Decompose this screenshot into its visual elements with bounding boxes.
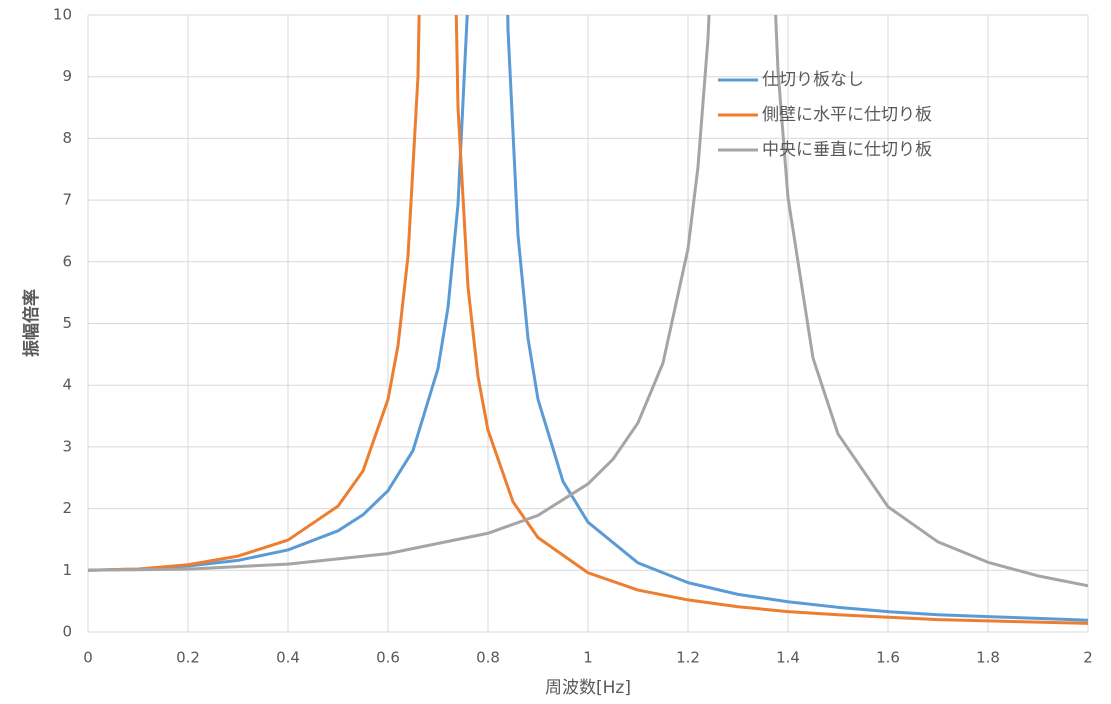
y-tick-label: 7: [62, 191, 72, 209]
y-tick-label: 3: [62, 437, 72, 455]
line-series: [88, 15, 1088, 622]
legend-label: 仕切り板なし: [762, 70, 864, 90]
line-series: [88, 15, 1088, 625]
y-tick-label: 2: [62, 499, 72, 517]
x-tick-label: 0.6: [376, 649, 400, 667]
plot-area: [88, 15, 1088, 625]
x-tick-label: 1.6: [876, 649, 900, 667]
y-tick-label: 4: [62, 376, 72, 394]
y-tick-label: 8: [62, 129, 72, 147]
x-axis-title: 周波数[Hz]: [545, 678, 631, 698]
x-tick-label: 0: [83, 649, 93, 667]
x-tick-label: 0.2: [176, 649, 200, 667]
legend-label: 中央に垂直に仕切り板: [762, 140, 932, 160]
y-axis-title: 振幅倍率: [21, 289, 42, 357]
y-tick-label: 0: [62, 623, 72, 641]
y-tick-label: 5: [62, 314, 72, 332]
y-tick-label: 10: [53, 6, 72, 24]
x-tick-label: 0.4: [276, 649, 300, 667]
x-tick-label: 2: [1083, 649, 1093, 667]
legend-label: 側壁に水平に仕切り板: [762, 105, 932, 125]
x-tick-label: 1: [583, 649, 593, 667]
x-tick-label: 1.2: [676, 649, 700, 667]
line-series: [88, 15, 1088, 588]
y-tick-label: 9: [62, 67, 72, 85]
y-tick-label: 1: [62, 561, 72, 579]
x-tick-label: 1.8: [976, 649, 1000, 667]
x-tick-label: 0.8: [476, 649, 500, 667]
x-tick-label: 1.4: [776, 649, 800, 667]
y-tick-label: 6: [62, 252, 72, 270]
